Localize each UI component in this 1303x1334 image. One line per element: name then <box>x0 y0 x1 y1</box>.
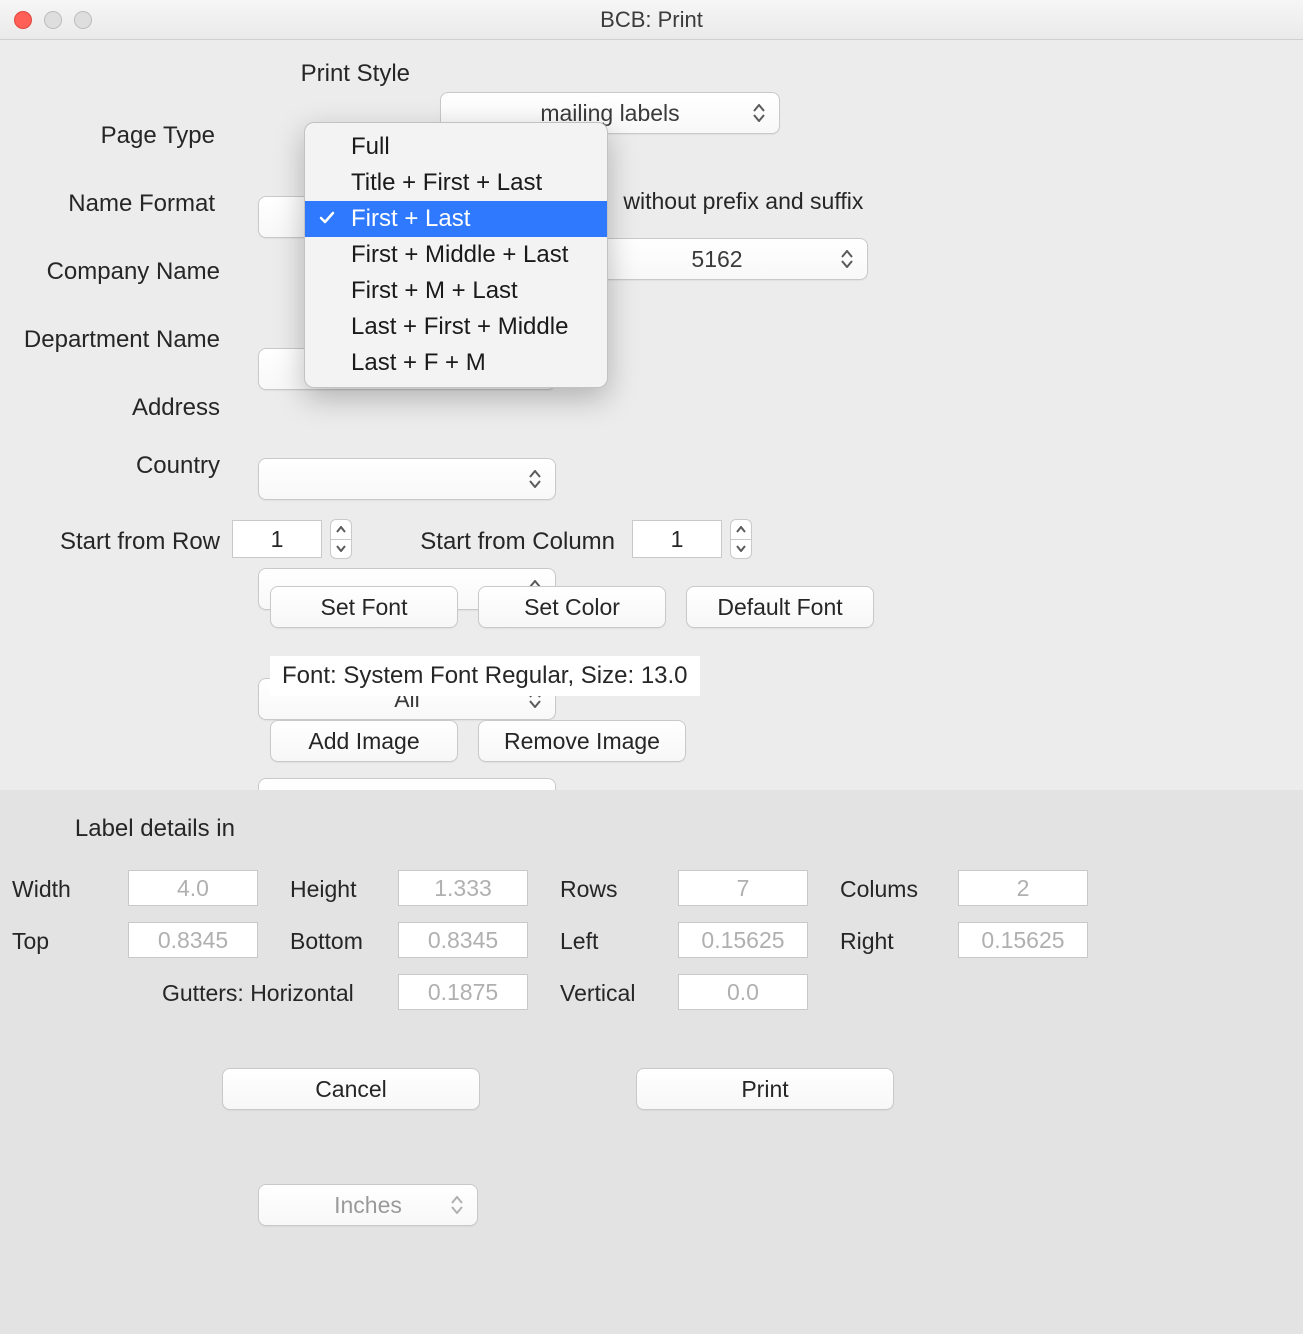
start-col-input[interactable] <box>632 520 722 558</box>
prefix-suffix-checkbox-label: without prefix and suffix <box>623 188 863 214</box>
country-label: Country <box>80 452 220 480</box>
minimize-window-button[interactable] <box>44 11 62 29</box>
page-type-label: Page Type <box>40 122 215 150</box>
rows-input[interactable] <box>678 870 808 906</box>
chevron-updown-icon <box>753 104 765 122</box>
units-popup[interactable]: Inches <box>258 1184 478 1226</box>
top-label: Top <box>12 928 49 955</box>
label-code-popup[interactable]: 5162 <box>566 238 868 280</box>
font-display: Font: System Font Regular, Size: 13.0 <box>270 656 700 696</box>
gutters-vertical-label: Vertical <box>560 980 635 1007</box>
name-format-menu[interactable]: FullTitle + First + LastFirst + LastFirs… <box>304 122 608 388</box>
add-image-button[interactable]: Add Image <box>270 720 458 762</box>
rows-label: Rows <box>560 876 618 903</box>
company-name-popup[interactable] <box>258 458 556 500</box>
width-label: Width <box>12 876 71 903</box>
height-label: Height <box>290 876 356 903</box>
start-row-stepper[interactable] <box>330 519 352 559</box>
name-format-menu-item[interactable]: First + M + Last <box>305 273 607 309</box>
titlebar: BCB: Print <box>0 0 1303 40</box>
name-format-label: Name Format <box>40 190 215 218</box>
stepper-up-icon[interactable] <box>731 520 751 539</box>
label-code-value: 5162 <box>691 246 742 273</box>
height-input[interactable] <box>398 870 528 906</box>
prefix-suffix-checkbox-row[interactable]: without prefix and suffix <box>585 188 863 215</box>
print-button[interactable]: Print <box>636 1068 894 1110</box>
company-name-label: Company Name <box>20 258 220 286</box>
chevron-updown-icon <box>451 1196 463 1214</box>
stepper-down-icon[interactable] <box>331 539 351 559</box>
cancel-button[interactable]: Cancel <box>222 1068 480 1110</box>
gutters-horizontal-label: Gutters: Horizontal <box>162 980 354 1007</box>
label-details-in-label: Label details in <box>50 815 235 843</box>
chevron-updown-icon <box>841 250 853 268</box>
set-font-button[interactable]: Set Font <box>270 586 458 628</box>
left-label: Left <box>560 928 598 955</box>
top-input[interactable] <box>128 922 258 958</box>
checkmark-icon <box>319 205 335 233</box>
set-color-button[interactable]: Set Color <box>478 586 666 628</box>
start-row-input[interactable] <box>232 520 322 558</box>
bottom-label: Bottom <box>290 928 363 955</box>
name-format-menu-item[interactable]: Title + First + Last <box>305 165 607 201</box>
name-format-menu-item[interactable]: First + Middle + Last <box>305 237 607 273</box>
name-format-menu-item[interactable]: Full <box>305 129 607 165</box>
address-label: Address <box>80 394 220 422</box>
gutter-vertical-input[interactable] <box>678 974 808 1010</box>
left-input[interactable] <box>678 922 808 958</box>
colums-label: Colums <box>840 876 918 903</box>
bottom-input[interactable] <box>398 922 528 958</box>
gutter-horizontal-input[interactable] <box>398 974 528 1010</box>
start-row-label: Start from Row <box>20 528 220 556</box>
name-format-menu-item[interactable]: Last + First + Middle <box>305 309 607 345</box>
stepper-down-icon[interactable] <box>731 539 751 559</box>
width-input[interactable] <box>128 870 258 906</box>
start-col-label: Start from Column <box>370 528 615 556</box>
start-col-stepper[interactable] <box>730 519 752 559</box>
colums-input[interactable] <box>958 870 1088 906</box>
stepper-up-icon[interactable] <box>331 520 351 539</box>
traffic-lights <box>14 11 92 29</box>
remove-image-button[interactable]: Remove Image <box>478 720 686 762</box>
units-value: Inches <box>334 1192 402 1219</box>
window-title: BCB: Print <box>600 7 703 33</box>
chevron-updown-icon <box>529 470 541 488</box>
name-format-menu-item[interactable]: Last + F + M <box>305 345 607 381</box>
department-name-label: Department Name <box>0 326 220 354</box>
close-window-button[interactable] <box>14 11 32 29</box>
right-label: Right <box>840 928 894 955</box>
name-format-menu-item[interactable]: First + Last <box>305 201 607 237</box>
default-font-button[interactable]: Default Font <box>686 586 874 628</box>
print-style-label: Print Style <box>220 60 410 88</box>
right-input[interactable] <box>958 922 1088 958</box>
zoom-window-button[interactable] <box>74 11 92 29</box>
